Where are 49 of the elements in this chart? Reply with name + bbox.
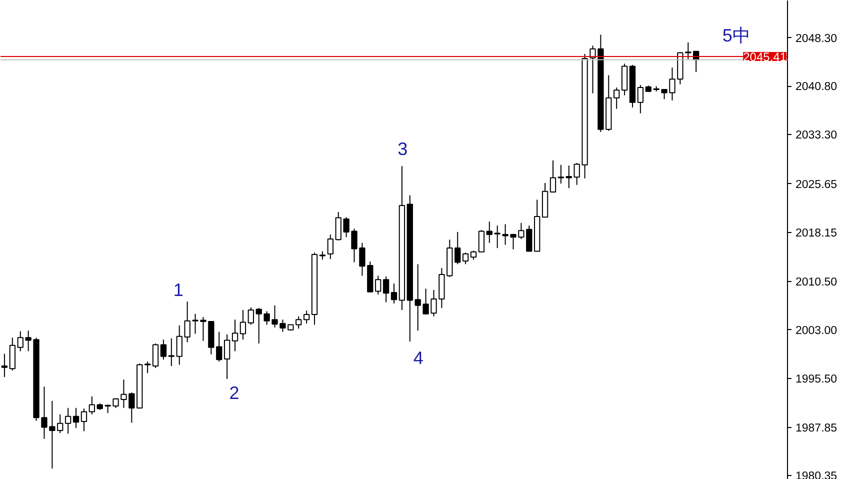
candlestick	[382, 276, 390, 303]
candlestick	[168, 338, 174, 367]
y-tick-label: 2033.30	[796, 130, 838, 142]
candlestick	[296, 316, 302, 330]
annotation: 3	[398, 139, 408, 160]
ref-line-label: 2045.41	[743, 50, 787, 64]
y-tick-label: 2025.65	[796, 178, 838, 191]
candlestick	[614, 87, 620, 110]
candlestick	[621, 63, 628, 96]
candlestick	[9, 337, 16, 372]
candlestick	[470, 250, 477, 260]
candlestick	[144, 361, 151, 374]
y-tick-label: 2040.80	[796, 81, 838, 94]
candlestick	[88, 396, 96, 415]
annotation: 5中	[722, 25, 750, 46]
candlestick	[80, 408, 88, 432]
candlestick	[494, 224, 500, 249]
candlestick	[454, 231, 461, 265]
candlestick	[152, 342, 159, 368]
candlestick	[637, 84, 644, 114]
candlestick	[566, 165, 572, 189]
annotation: 1	[173, 280, 184, 300]
candlestick	[232, 319, 238, 352]
y-tick-label: 2003.00	[796, 324, 838, 337]
candlestick	[72, 407, 80, 428]
candlestick	[486, 221, 492, 244]
annotation: 4	[413, 348, 424, 368]
candlestick	[1, 353, 8, 378]
candlestick	[303, 310, 310, 324]
candlestick	[390, 283, 398, 304]
candlestick	[160, 339, 167, 360]
candlestick	[64, 407, 72, 434]
candlestick	[327, 234, 334, 260]
annotation: 2	[229, 382, 240, 403]
candlestick	[248, 306, 254, 326]
candlestick	[550, 160, 556, 192]
candlestick	[375, 275, 382, 295]
candlestick	[558, 164, 564, 184]
y-tick-label: 2048.30	[796, 32, 838, 45]
candlestick	[240, 309, 246, 340]
candlestick	[256, 308, 262, 344]
candlestick	[462, 252, 469, 265]
y-tick-label: 1995.50	[796, 373, 838, 386]
candlestick	[478, 230, 485, 252]
y-tick-label: 2010.50	[796, 276, 838, 289]
y-tick-label: 2018.15	[796, 227, 838, 240]
y-tick-label: 1987.85	[796, 422, 838, 435]
candlestick	[224, 334, 230, 380]
candlestick	[216, 331, 222, 362]
